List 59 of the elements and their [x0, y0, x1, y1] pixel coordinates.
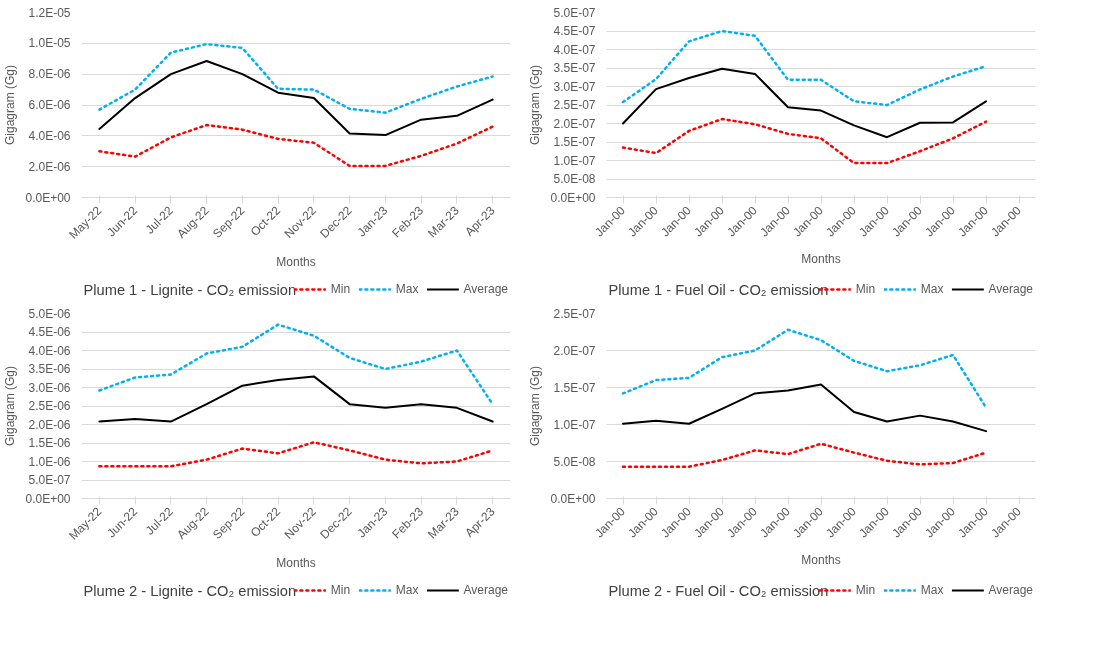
y-tick-label: 2.0E-07: [553, 343, 596, 358]
y-tick-label: 1.2E-05: [28, 5, 71, 20]
y-tick-label: 2.0E-06: [28, 159, 71, 174]
y-axis-title: Gigagram (Gg): [528, 64, 543, 146]
legend-label: Min: [855, 583, 876, 597]
y-tick-label: 4.0E-06: [28, 343, 71, 358]
y-tick-label: 5.0E-08: [553, 172, 596, 186]
y-tick-label: 0.0E+00: [25, 190, 71, 205]
legend-label: Min: [855, 282, 876, 296]
legend-label: Max: [395, 282, 419, 296]
x-axis-title: Months: [801, 252, 841, 267]
y-tick-label: 5.0E-08: [553, 454, 596, 469]
y-tick-label: 0.0E+00: [550, 491, 596, 506]
y-tick-label: 3.0E-06: [28, 380, 71, 395]
legend-label: Max: [920, 282, 944, 296]
y-tick-label: 1.0E-07: [553, 417, 596, 432]
y-axis-title: Gigagram (Gg): [3, 365, 18, 447]
y-tick-label: 0.0E+00: [25, 491, 71, 506]
y-tick-label: 5.0E-06: [28, 306, 71, 321]
y-tick-label: 4.5E-07: [553, 24, 596, 38]
text: Plume 2 - Fuel Oil - CO₂ emission: [608, 582, 829, 599]
x-axis-title: Months: [276, 254, 316, 269]
y-axis-title: Gigagram (Gg): [528, 365, 543, 447]
x-axis-title: Months: [276, 555, 316, 570]
text: Plume 2 - Lignite - CO₂ emission: [83, 582, 297, 599]
y-tick-label: 1.5E-07: [553, 380, 596, 395]
y-tick-label: 8.0E-06: [28, 67, 71, 82]
y-tick-label: 4.0E-07: [553, 42, 596, 57]
x-axis-title: Months: [801, 553, 841, 568]
y-axis-title: Gigagram (Gg): [3, 64, 18, 146]
y-tick-label: 4.5E-06: [28, 325, 71, 339]
text: Plume 1 - Lignite - CO₂ emission: [83, 281, 297, 298]
y-tick-label: 1.0E-07: [553, 153, 596, 168]
y-tick-label: 2.0E-07: [553, 116, 596, 131]
y-tick-label: 3.0E-07: [553, 79, 596, 94]
legend-label: Max: [920, 583, 944, 597]
y-tick-label: 1.5E-07: [553, 135, 596, 149]
y-tick-label: 2.5E-07: [553, 306, 596, 321]
y-tick-label: 5.0E-07: [553, 5, 596, 20]
y-tick-label: 3.5E-06: [28, 362, 71, 376]
legend-label: Average: [988, 282, 1033, 296]
y-tick-label: 1.5E-06: [28, 436, 71, 450]
legend-label: Average: [988, 583, 1033, 597]
y-tick-label: 4.0E-06: [28, 128, 71, 143]
y-tick-label: 2.5E-06: [28, 399, 71, 413]
y-tick-label: 5.0E-07: [28, 473, 71, 487]
legend-label: Average: [463, 282, 508, 296]
text: Plume 1 - Fuel Oil - CO₂ emission: [608, 281, 829, 298]
y-tick-label: 1.0E-05: [28, 36, 71, 51]
y-tick-label: 3.5E-07: [553, 61, 596, 75]
legend-label: Max: [395, 583, 419, 597]
y-tick-label: 0.0E+00: [550, 190, 596, 205]
y-tick-label: 1.0E-06: [28, 454, 71, 469]
legend-label: Min: [330, 282, 351, 296]
y-tick-label: 2.0E-06: [28, 417, 71, 432]
y-tick-label: 2.5E-07: [553, 98, 596, 112]
y-tick-label: 6.0E-06: [28, 98, 71, 112]
legend-label: Min: [330, 583, 351, 597]
legend-label: Average: [463, 583, 508, 597]
